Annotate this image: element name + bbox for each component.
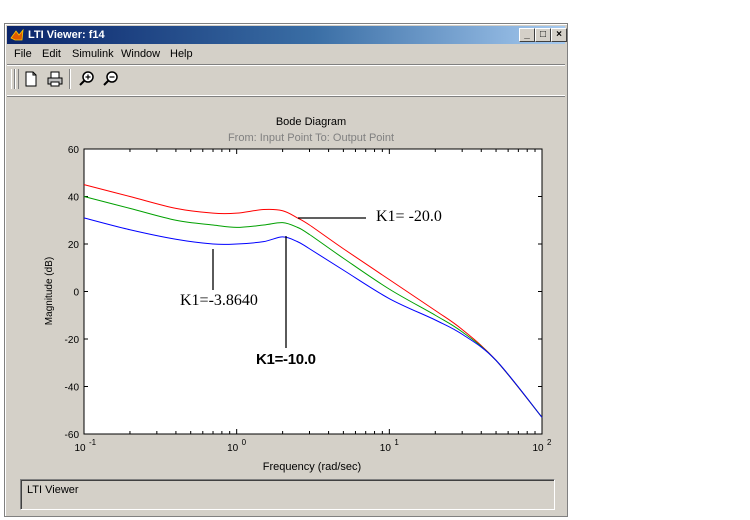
y-tick-label: -20 bbox=[65, 335, 80, 346]
title-bar[interactable]: LTI Viewer: f14 _ □ × bbox=[7, 26, 567, 44]
series-k1-minus-20 bbox=[83, 184, 543, 418]
menu-edit[interactable]: Edit bbox=[42, 48, 61, 60]
menu-window[interactable]: Window bbox=[121, 48, 161, 60]
zoom-in-icon bbox=[79, 71, 94, 86]
y-tick-label: 20 bbox=[68, 240, 80, 251]
series-k1-minus-10 bbox=[83, 196, 543, 418]
zoom-out-button[interactable] bbox=[101, 69, 121, 89]
x-tick-label: 10 bbox=[74, 443, 86, 454]
menu-file[interactable]: File bbox=[14, 48, 32, 60]
annotation-k1-3864: K1=-3.8640 bbox=[180, 292, 258, 309]
y-tick-label: 0 bbox=[73, 288, 79, 299]
toolbar bbox=[7, 64, 565, 96]
toolbar-separator bbox=[69, 69, 71, 89]
y-tick-label: -40 bbox=[65, 383, 80, 394]
close-button[interactable]: × bbox=[551, 28, 567, 42]
plot-area[interactable] bbox=[83, 148, 543, 435]
y-axis-label: Magnitude (dB) bbox=[44, 257, 55, 325]
status-panel: LTI Viewer bbox=[20, 479, 555, 510]
plot-title: Bode Diagram bbox=[275, 116, 347, 128]
status-text: LTI Viewer bbox=[27, 484, 79, 496]
x-tick-label: 10 bbox=[227, 443, 239, 454]
zoom-out-icon bbox=[103, 71, 118, 86]
annotation-k1-20: K1= -20.0 bbox=[376, 208, 442, 225]
print-button[interactable] bbox=[45, 69, 65, 89]
maximize-button[interactable]: □ bbox=[535, 28, 551, 42]
matlab-logo-icon bbox=[10, 28, 24, 41]
annotation-k1-10: K1=-10.0 bbox=[256, 351, 316, 368]
y-tick-label: 40 bbox=[68, 193, 80, 204]
series-k1-minus-3-864 bbox=[83, 217, 543, 418]
x-tick-exponent: 0 bbox=[242, 438, 247, 447]
window-title: LTI Viewer: f14 bbox=[28, 29, 105, 41]
new-document-icon bbox=[25, 71, 37, 87]
print-icon bbox=[47, 71, 63, 87]
y-tick-label: -60 bbox=[65, 430, 80, 441]
x-tick-label: 10 bbox=[380, 443, 392, 454]
annotation-pointers bbox=[212, 217, 366, 348]
x-tick-label: 10 bbox=[532, 443, 544, 454]
menu-simulink[interactable]: Simulink bbox=[72, 48, 114, 60]
toolbar-grip[interactable] bbox=[11, 69, 15, 89]
new-document-button[interactable] bbox=[21, 69, 41, 89]
menu-bar: File Edit Simulink Window Help bbox=[7, 45, 565, 63]
toolbar-grip-2 bbox=[15, 69, 19, 89]
x-tick-exponent: 1 bbox=[394, 438, 399, 447]
minimize-button[interactable]: _ bbox=[519, 28, 535, 42]
x-axis-label: Frequency (rad/sec) bbox=[263, 461, 361, 473]
x-tick-exponent: 2 bbox=[547, 438, 552, 447]
menu-help[interactable]: Help bbox=[170, 48, 193, 60]
zoom-in-button[interactable] bbox=[77, 69, 97, 89]
y-tick-label: 60 bbox=[68, 145, 80, 156]
x-tick-exponent: -1 bbox=[89, 438, 97, 447]
data-series bbox=[83, 184, 543, 418]
plot-subtitle: From: Input Point To: Output Point bbox=[227, 132, 395, 144]
